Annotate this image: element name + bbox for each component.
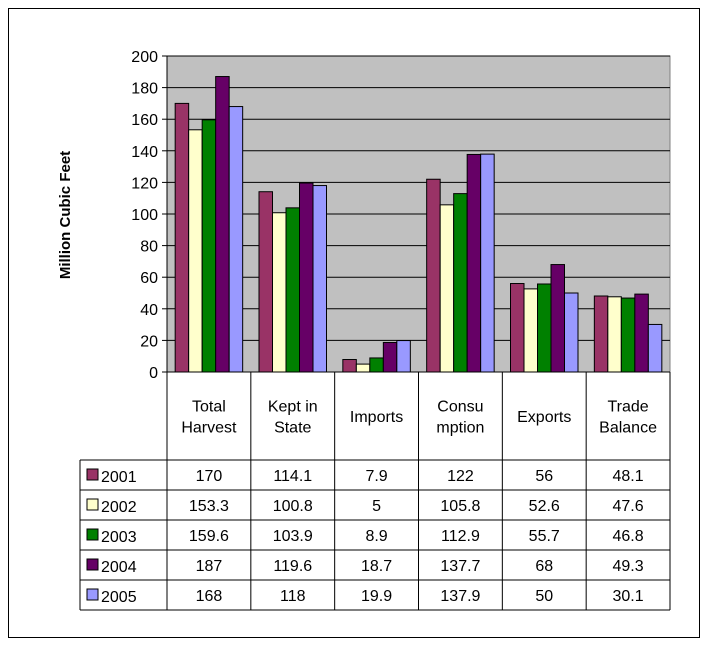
- category-label: Kept in: [268, 399, 318, 416]
- bar-2004-0: [215, 76, 230, 373]
- legend-key-2005: [86, 588, 99, 601]
- table-cell: 114.1: [273, 468, 312, 485]
- legend-label-2003: 2003: [101, 529, 137, 546]
- legend-label-2001: 2001: [101, 469, 137, 486]
- bars: [174, 76, 663, 373]
- category-label: Balance: [599, 420, 657, 437]
- bar-2002-2: [355, 363, 371, 373]
- y-tick-label: 20: [140, 333, 158, 350]
- y-tick-label: 60: [140, 270, 158, 287]
- table-cell: 68: [535, 558, 553, 575]
- table-cell: 55.7: [529, 528, 560, 545]
- bar-2001-3: [426, 178, 441, 373]
- table-cell: 19.9: [361, 588, 392, 605]
- category-label: Imports: [350, 409, 403, 426]
- plot-area: [166, 55, 671, 373]
- bar-2004-4: [550, 264, 565, 373]
- bar-2002-1: [272, 212, 287, 373]
- bar-2005-1: [312, 185, 327, 373]
- table-cell: 56: [535, 468, 553, 485]
- table-cell: 52.6: [529, 498, 560, 515]
- table-cell: 18.7: [361, 558, 392, 575]
- table-cell: 137.7: [440, 558, 480, 575]
- table-cell: 137.9: [440, 588, 480, 605]
- bar-2003-3: [453, 193, 468, 373]
- bar-2004-1: [299, 182, 314, 373]
- table-cell: 118: [280, 588, 306, 605]
- category-label: Harvest: [181, 420, 237, 437]
- bar-2003-2: [369, 357, 384, 373]
- legend-label-2002: 2002: [101, 499, 137, 516]
- table-cell: 47.6: [613, 498, 644, 515]
- bar-2003-0: [201, 119, 217, 373]
- table-cell: 48.1: [613, 468, 644, 485]
- bar-2004-2: [382, 341, 398, 373]
- bar-2005-3: [480, 153, 495, 373]
- y-axis: 0 20 40 60 80 100 120 140 160 180 200: [131, 49, 168, 382]
- table-cell: 49.3: [613, 558, 644, 575]
- bar-2003-4: [537, 283, 552, 373]
- legend-label-2004: 2004: [101, 559, 137, 576]
- y-tick-label: 0: [149, 365, 158, 382]
- table-cell: 8.9: [365, 528, 387, 545]
- y-tick-label: 160: [131, 112, 158, 129]
- bar-2001-2: [342, 359, 357, 373]
- table-cell: 46.8: [613, 528, 644, 545]
- table-cell: 30.1: [613, 588, 644, 605]
- legend-key-2004: [86, 558, 99, 571]
- table-cell: 122: [447, 468, 474, 485]
- y-tick-label: 140: [131, 144, 158, 161]
- bar-2001-5: [593, 295, 609, 373]
- table-cell: 112.9: [441, 528, 480, 545]
- bar-2001-0: [174, 102, 190, 373]
- legend-key-2002: [86, 498, 99, 511]
- table-cell: 105.8: [440, 498, 480, 515]
- y-tick-label: 180: [131, 81, 158, 98]
- y-tick-label: 120: [131, 175, 158, 192]
- bar-2005-4: [564, 292, 579, 373]
- bar-2003-1: [285, 207, 300, 373]
- category-label: mption: [436, 420, 484, 437]
- table-cell: 168: [196, 588, 223, 605]
- table-cell: 7.9: [365, 468, 387, 485]
- category-label: Exports: [517, 409, 571, 426]
- y-tick-label: 80: [140, 239, 158, 256]
- bar-2001-4: [510, 283, 525, 373]
- table-cell: 153.3: [189, 498, 229, 515]
- bar-2003-5: [620, 297, 636, 373]
- bar-2005-2: [396, 340, 411, 373]
- bar-2002-4: [523, 288, 538, 373]
- legend-key-2001: [86, 468, 99, 481]
- category-label: Total: [192, 399, 226, 416]
- bar-2002-5: [607, 296, 622, 373]
- bar-2002-3: [439, 204, 455, 373]
- category-label: Trade: [607, 399, 648, 416]
- y-axis-label: Million Cubic Feet: [57, 151, 74, 279]
- y-tick-label: 100: [131, 207, 158, 224]
- legend-key-2003: [86, 528, 99, 541]
- legend-label-2005: 2005: [101, 589, 137, 606]
- bar-2001-1: [258, 191, 273, 373]
- table-cell: 50: [535, 588, 553, 605]
- table-cell: 159.6: [189, 528, 229, 545]
- table-cell: 103.9: [273, 528, 313, 545]
- data-table: Total Harvest Kept in State Imports Consu mpti…: [79, 372, 671, 611]
- bar-2002-0: [188, 129, 203, 373]
- category-label: Consu: [437, 399, 483, 416]
- table-cell: 170: [196, 468, 223, 485]
- table-cell: 5: [372, 498, 381, 515]
- y-tick-label: 40: [140, 302, 158, 319]
- table-cell: 119.6: [273, 558, 312, 575]
- category-label: State: [274, 420, 311, 437]
- table-cell: 100.8: [273, 498, 313, 515]
- bar-2004-3: [466, 153, 482, 373]
- bar-2005-5: [647, 323, 663, 373]
- table-cell: 187: [196, 558, 223, 575]
- y-tick-label: 200: [131, 49, 158, 66]
- bar-2005-0: [228, 106, 244, 373]
- bar-2004-5: [634, 293, 649, 373]
